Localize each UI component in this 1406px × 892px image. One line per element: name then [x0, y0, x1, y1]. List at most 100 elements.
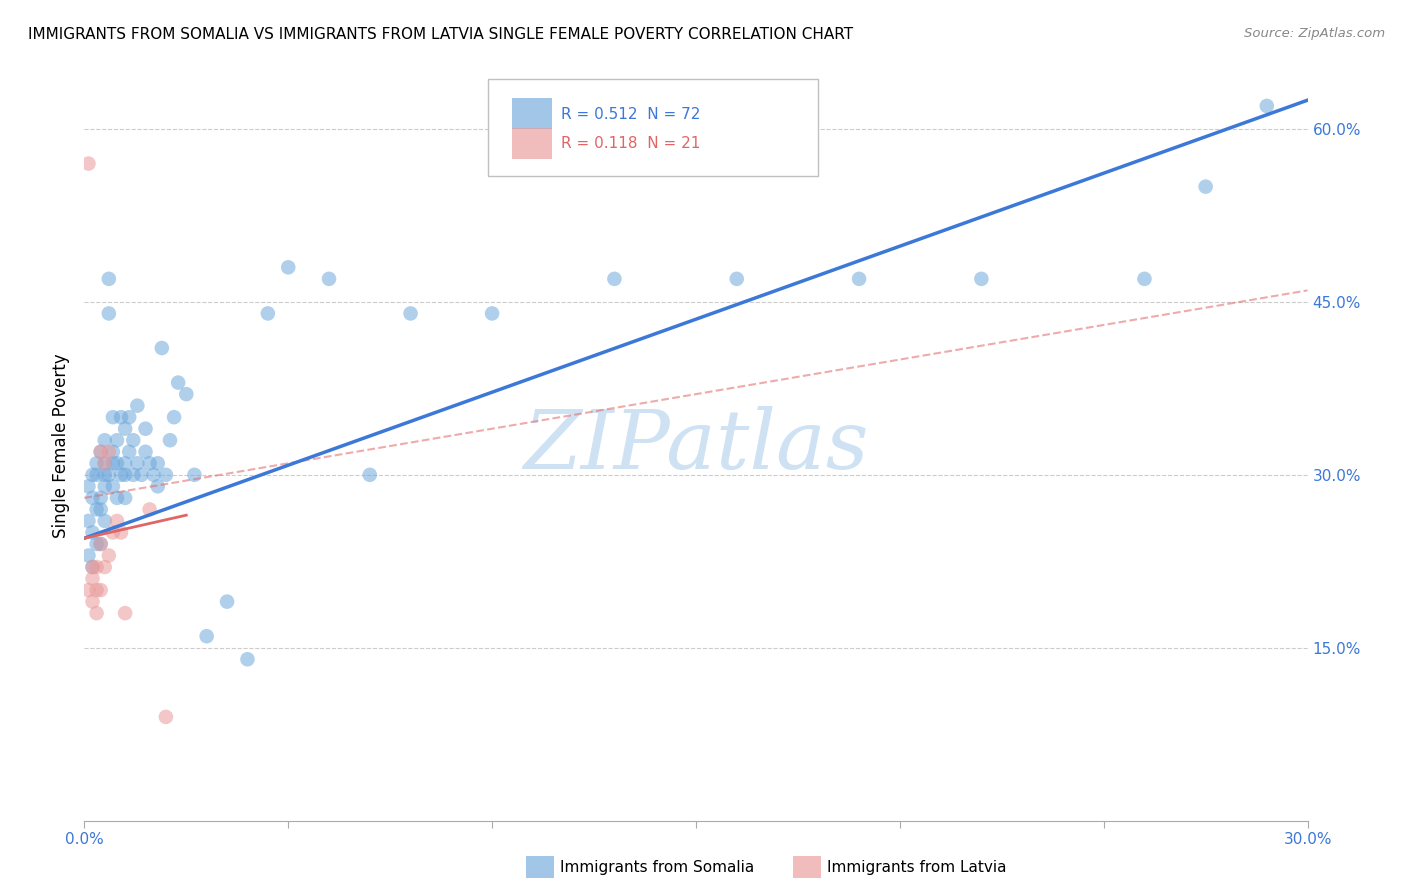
Point: [217, 594, 239, 608]
Point: [77, 514, 100, 528]
Point: [82, 560, 104, 574]
Point: [77, 583, 100, 598]
Point: [93, 514, 115, 528]
Point: [118, 410, 141, 425]
Point: [167, 376, 190, 390]
Text: IMMIGRANTS FROM SOMALIA VS IMMIGRANTS FROM LATVIA SINGLE FEMALE POVERTY CORRELAT: IMMIGRANTS FROM SOMALIA VS IMMIGRANTS FR…: [28, 27, 853, 42]
Point: [110, 467, 132, 482]
Point: [1256, 99, 1278, 113]
Point: [359, 467, 381, 482]
Point: [86, 583, 108, 598]
Point: [90, 537, 112, 551]
Point: [138, 502, 160, 516]
Point: [155, 467, 177, 482]
Point: [82, 525, 104, 540]
Point: [82, 572, 104, 586]
Point: [725, 272, 748, 286]
Point: [93, 456, 115, 470]
Point: [970, 272, 993, 286]
Y-axis label: Single Female Poverty: Single Female Poverty: [52, 354, 70, 538]
Point: [97, 306, 120, 320]
Point: [127, 399, 149, 413]
Point: [86, 456, 108, 470]
Point: [86, 502, 108, 516]
Point: [93, 479, 115, 493]
Point: [135, 444, 157, 458]
Point: [277, 260, 299, 275]
Point: [146, 456, 169, 470]
Point: [1133, 272, 1156, 286]
Point: [848, 272, 870, 286]
Point: [101, 410, 124, 425]
Point: [97, 444, 120, 458]
Point: [399, 306, 422, 320]
Point: [163, 410, 186, 425]
Point: [82, 491, 104, 505]
Point: [110, 525, 132, 540]
FancyBboxPatch shape: [488, 78, 818, 177]
Point: [90, 502, 112, 516]
Text: ZIPatlas: ZIPatlas: [523, 406, 869, 486]
Point: [105, 514, 128, 528]
FancyBboxPatch shape: [513, 128, 551, 159]
Point: [90, 537, 112, 551]
Point: [86, 467, 108, 482]
Point: [101, 479, 124, 493]
Point: [97, 549, 120, 563]
Point: [101, 525, 124, 540]
Point: [82, 467, 104, 482]
Point: [77, 549, 100, 563]
Point: [77, 156, 100, 170]
Point: [257, 306, 280, 320]
Point: [118, 444, 141, 458]
Point: [318, 272, 340, 286]
Point: [110, 410, 132, 425]
Point: [86, 537, 108, 551]
Point: [82, 560, 104, 574]
Point: [135, 422, 157, 436]
Point: [93, 560, 115, 574]
Point: [146, 479, 169, 493]
Point: [236, 652, 259, 666]
Point: [183, 467, 205, 482]
Point: [150, 341, 173, 355]
Point: [114, 456, 136, 470]
Point: [122, 434, 145, 448]
Point: [1195, 179, 1218, 194]
Point: [155, 710, 177, 724]
Point: [82, 594, 104, 608]
Point: [101, 456, 124, 470]
Point: [90, 444, 112, 458]
Point: [138, 456, 160, 470]
Point: [93, 456, 115, 470]
Point: [114, 467, 136, 482]
Point: [114, 491, 136, 505]
Point: [105, 456, 128, 470]
Point: [127, 456, 149, 470]
Point: [142, 467, 165, 482]
Text: R = 0.512  N = 72: R = 0.512 N = 72: [561, 106, 700, 121]
Point: [90, 444, 112, 458]
Text: Immigrants from Latvia: Immigrants from Latvia: [827, 860, 1007, 874]
Point: [101, 444, 124, 458]
Text: Immigrants from Somalia: Immigrants from Somalia: [560, 860, 754, 874]
Point: [93, 467, 115, 482]
Point: [105, 491, 128, 505]
Point: [195, 629, 218, 643]
Point: [97, 467, 120, 482]
Point: [86, 606, 108, 620]
Point: [90, 491, 112, 505]
Point: [174, 387, 197, 401]
Point: [159, 434, 181, 448]
Point: [131, 467, 153, 482]
Point: [114, 606, 136, 620]
Point: [105, 434, 128, 448]
Point: [603, 272, 626, 286]
Point: [90, 583, 112, 598]
Point: [481, 306, 503, 320]
Point: [77, 479, 100, 493]
Text: Source: ZipAtlas.com: Source: ZipAtlas.com: [1244, 27, 1385, 40]
Point: [97, 272, 120, 286]
Point: [93, 434, 115, 448]
Point: [122, 467, 145, 482]
